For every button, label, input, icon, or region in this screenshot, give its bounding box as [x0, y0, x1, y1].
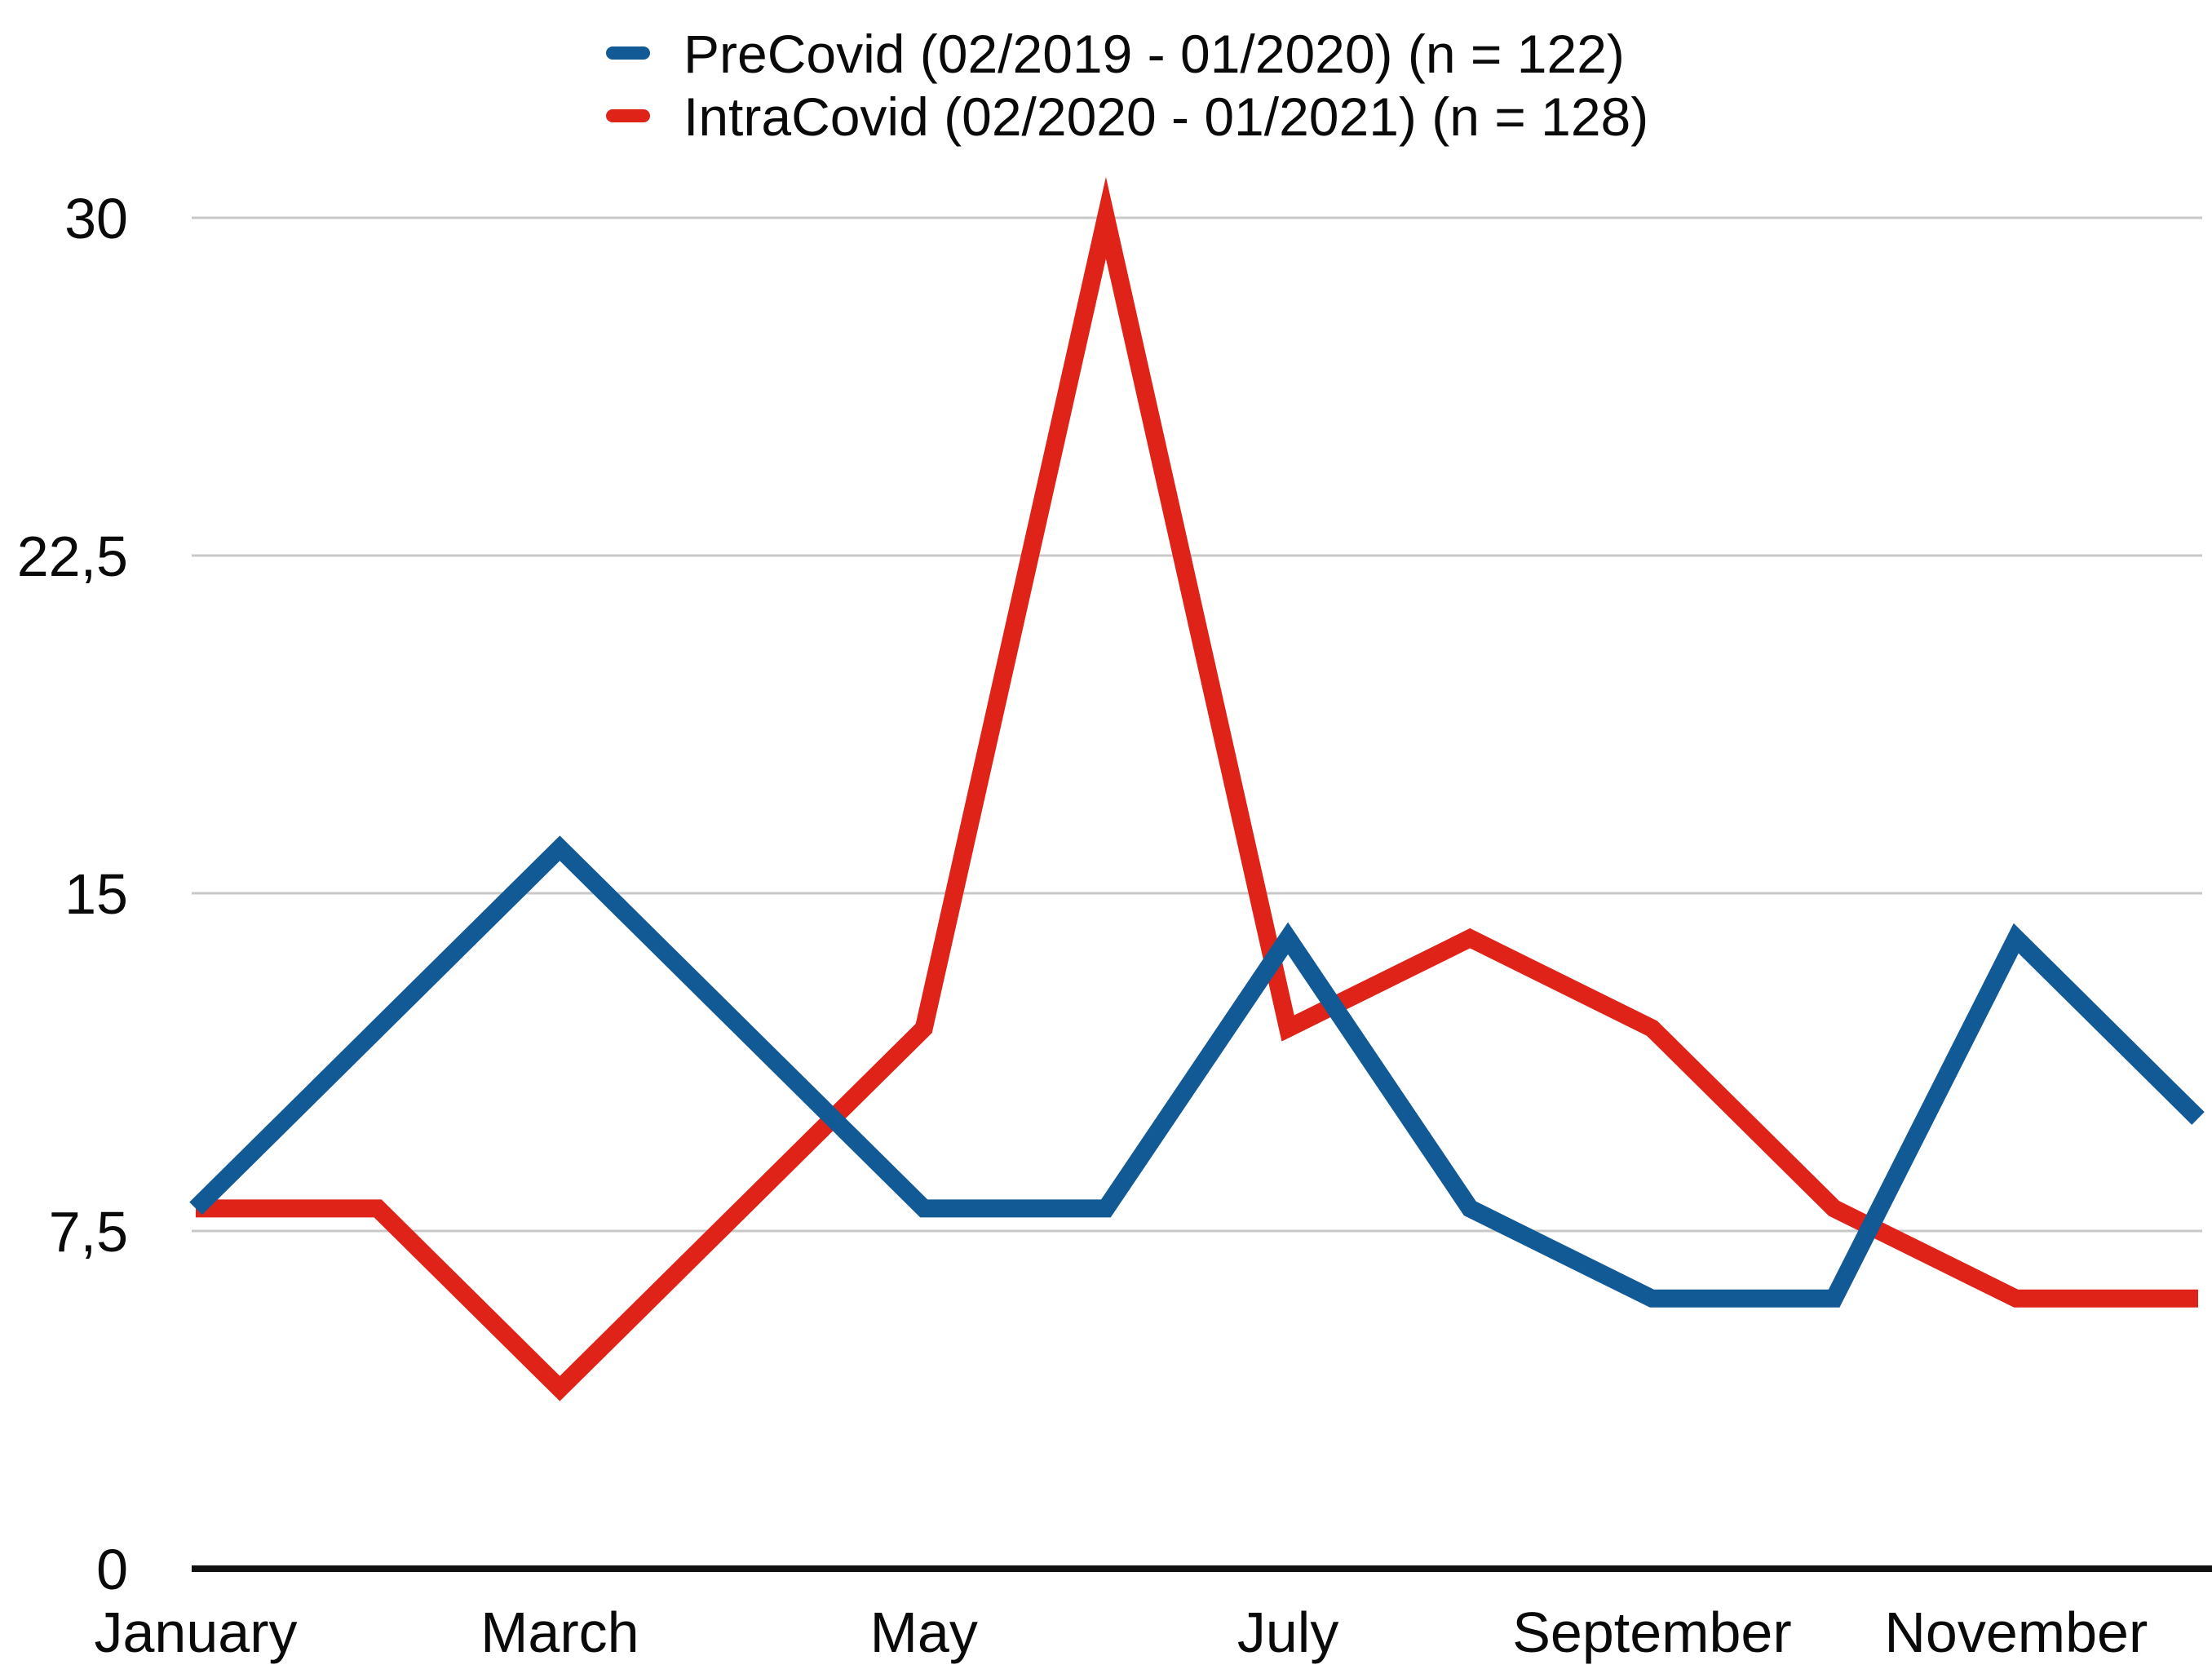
legend-label-precovid: PreCovid (02/2019 - 01/2020) (n = 122) [684, 24, 1625, 84]
series-line-precovid [189, 835, 2205, 1308]
y-tick-label-7,5: 7,5 [49, 1200, 128, 1264]
series-lines [189, 176, 2205, 1401]
x-tick-label-September: September [1512, 1601, 1791, 1664]
y-axis-tick-labels: 0 7,5 15 22,5 30 [17, 187, 128, 1601]
y-tick-label-0: 0 [96, 1538, 128, 1601]
legend-swatch-precovid [606, 46, 650, 60]
x-tick-label-May: May [870, 1601, 978, 1664]
legend-label-intracovid: IntraCovid (02/2020 - 01/2021) (n = 128) [684, 86, 1648, 147]
legend-swatch-intracovid [606, 109, 650, 122]
legend: PreCovid (02/2019 - 01/2020) (n = 122)In… [606, 24, 1648, 147]
x-tick-label-July: July [1237, 1601, 1338, 1664]
x-tick-label-March: March [480, 1601, 639, 1664]
y-tick-label-22,5: 22,5 [17, 525, 128, 588]
y-tick-label-15: 15 [64, 862, 128, 926]
x-tick-label-January: January [94, 1601, 297, 1664]
series-line-intracovid [196, 176, 2198, 1401]
x-tick-label-November: November [1884, 1601, 2148, 1664]
x-axis-tick-labels: January March May July September November [94, 1601, 2148, 1664]
y-tick-label-30: 30 [64, 187, 128, 250]
